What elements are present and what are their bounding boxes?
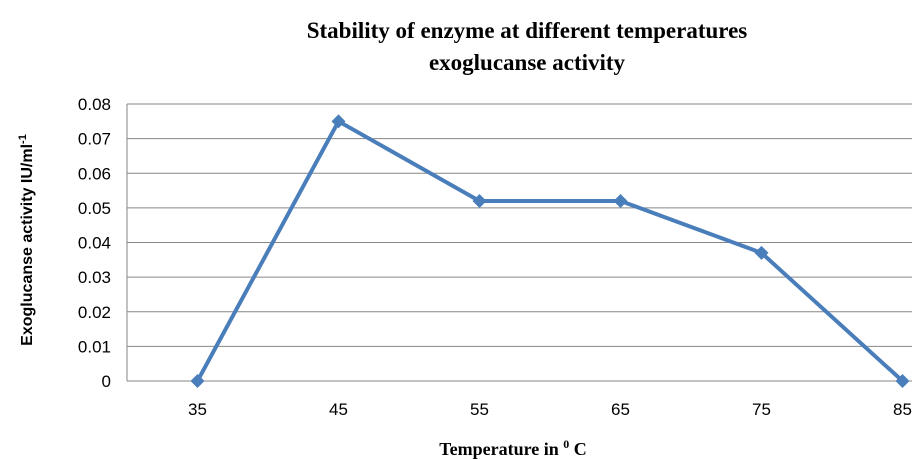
marker bbox=[472, 193, 487, 208]
marker bbox=[331, 114, 346, 129]
y-axis-label-text: Exoglucanse activity IU/ml bbox=[19, 144, 36, 346]
y-tick-label: 0.01 bbox=[78, 337, 111, 356]
x-tick-label: 35 bbox=[188, 400, 207, 419]
y-axis-label-sup: -1 bbox=[17, 134, 29, 144]
y-tick-label: 0 bbox=[102, 372, 111, 391]
x-axis-label-text: Temperature in bbox=[439, 439, 563, 459]
x-tick-label: 55 bbox=[470, 400, 489, 419]
line bbox=[195, 119, 904, 383]
marker bbox=[754, 245, 769, 260]
y-axis-label: Exoglucanse activity IU/ml-1 bbox=[17, 134, 36, 346]
marker bbox=[190, 374, 205, 388]
y-tick-label: 0.06 bbox=[78, 164, 111, 183]
y-tick-label: 0.04 bbox=[78, 234, 111, 253]
x-axis-label: Temperature in 0 C bbox=[439, 437, 587, 459]
x-axis-label-sup: 0 bbox=[563, 437, 569, 451]
marker bbox=[895, 374, 910, 388]
y-tick-label: 0.05 bbox=[78, 199, 111, 218]
chart-title: exoglucanse activity bbox=[429, 50, 626, 75]
x-axis-label-text: C bbox=[569, 439, 587, 459]
y-tick-label: 0.08 bbox=[78, 95, 111, 114]
y-tick-label: 0.07 bbox=[78, 130, 111, 149]
x-tick-label: 45 bbox=[329, 400, 348, 419]
x-tick-label: 85 bbox=[893, 400, 912, 419]
marker bbox=[613, 193, 628, 208]
x-tick-label: 75 bbox=[752, 400, 771, 419]
x-tick-label: 65 bbox=[611, 400, 630, 419]
y-tick-label: 0.02 bbox=[78, 303, 111, 322]
y-tick-label: 0.03 bbox=[78, 268, 111, 287]
chart-title: Stability of enzyme at different tempera… bbox=[307, 18, 748, 43]
